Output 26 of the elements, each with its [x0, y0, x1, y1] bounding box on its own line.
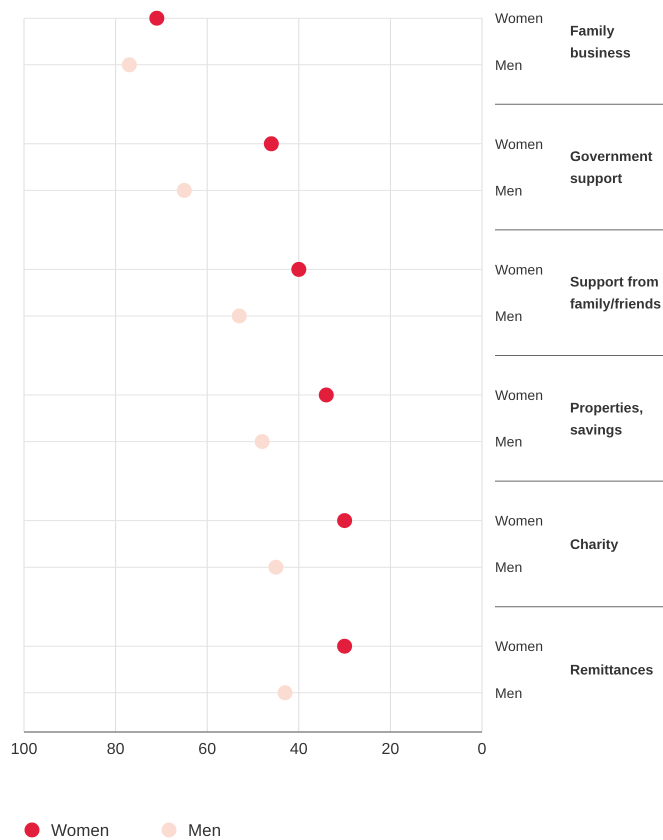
legend-label: Men	[188, 821, 222, 840]
x-tick-label: 60	[198, 741, 216, 758]
y-tick-label: Women	[495, 512, 543, 529]
y-tick-label: Women	[495, 136, 543, 152]
x-tick-label: 40	[290, 741, 308, 758]
x-tick-label: 80	[106, 741, 125, 758]
y-tick-label: Men	[495, 434, 522, 450]
text: Support from family/friends	[570, 274, 662, 312]
y-tick-label: Women	[495, 10, 543, 26]
y-tick-label: Men	[495, 308, 522, 324]
y-tick-label: Men	[495, 559, 522, 576]
y-tick-label: Men	[495, 182, 522, 198]
y-tick-label: Men	[495, 56, 522, 73]
text: Government support	[570, 148, 653, 186]
legend-label: Women	[51, 821, 110, 840]
text: Properties, savings	[570, 399, 644, 438]
y-tick-label: Women	[495, 638, 543, 654]
x-tick-label: 20	[382, 741, 400, 758]
y-tick-label: Women	[495, 261, 543, 278]
text: Family business	[570, 22, 631, 60]
y-tick-label: Women	[495, 387, 543, 403]
text: Charity	[570, 536, 618, 552]
text: Remittances	[570, 662, 654, 678]
x-tick-label: 100	[10, 741, 38, 758]
y-tick-label: Men	[495, 684, 522, 701]
x-tick-label: 0	[478, 741, 487, 758]
